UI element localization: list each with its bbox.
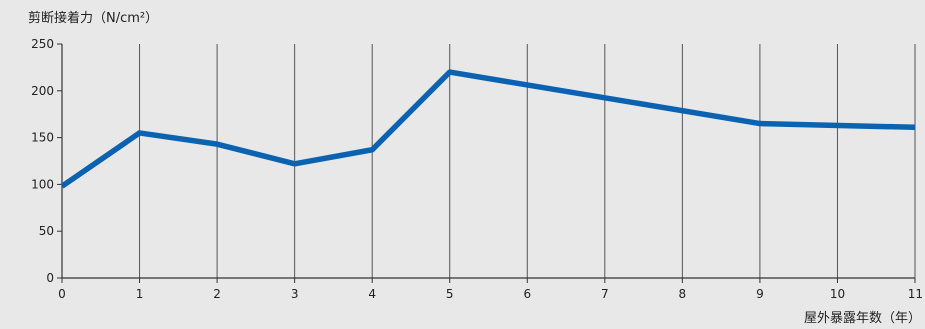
y-axis-title: 剪断接着力（N/cm²） (28, 10, 158, 26)
x-tick-label: 0 (58, 287, 66, 301)
x-tick-label: 10 (830, 287, 845, 301)
x-tick-label: 5 (446, 287, 454, 301)
series-group (60, 69, 916, 189)
y-tick-label: 100 (31, 177, 54, 191)
x-tick-label: 11 (908, 287, 923, 301)
y-tick-label: 250 (31, 37, 54, 51)
x-tick-label: 3 (291, 287, 299, 301)
x-tick-label: 2 (213, 287, 221, 301)
y-tick-label: 50 (39, 224, 54, 238)
x-axis-ticks: 0 1 2 3 4 5 6 7 8 9 10 11 (58, 278, 923, 301)
x-tick-label: 9 (756, 287, 764, 301)
series-line-0 (60, 69, 916, 189)
axes (61, 44, 915, 279)
y-tick-label: 200 (31, 84, 54, 98)
y-tick-label: 0 (46, 271, 54, 285)
y-tick-label: 150 (31, 131, 54, 145)
x-tick-label: 4 (368, 287, 376, 301)
x-tick-label: 6 (523, 287, 531, 301)
x-tick-label: 1 (136, 287, 144, 301)
y-axis-ticks: 0 50 100 150 200 250 (31, 37, 62, 285)
x-tick-label: 7 (601, 287, 609, 301)
x-axis-title: 屋外暴露年数（年） (804, 311, 921, 326)
grid-lines (139, 44, 916, 278)
x-tick-label: 8 (679, 287, 687, 301)
